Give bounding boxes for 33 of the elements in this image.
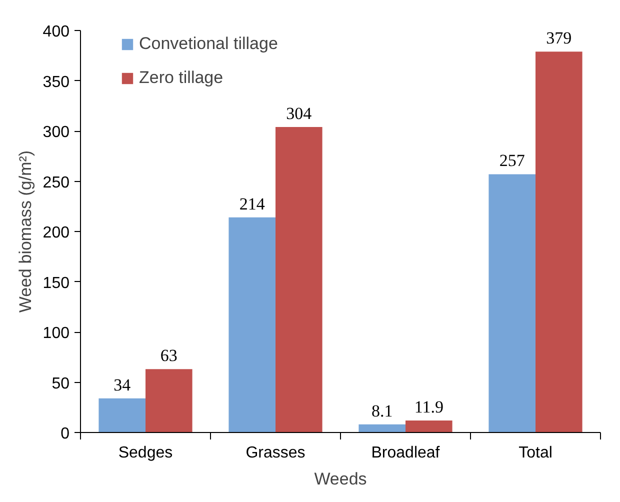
data-label: 34	[114, 375, 132, 394]
bar	[98, 398, 146, 432]
bar	[228, 217, 276, 432]
data-label: 257	[499, 151, 526, 170]
x-axis-title: Weeds	[314, 470, 367, 488]
y-tick-label: 150	[42, 274, 70, 292]
legend-label: Zero tillage	[139, 68, 224, 88]
data-label: 11.9	[414, 398, 444, 417]
y-axis-title: Weed biomass (g/m²)	[16, 150, 35, 313]
x-tick-label: Grasses	[246, 444, 306, 462]
y-tick-label: 350	[42, 74, 70, 91]
y-tick-label: 50	[52, 375, 70, 392]
bar	[146, 369, 192, 432]
x-tick-label: Total	[518, 444, 552, 462]
legend-label: Convetional tillage	[139, 34, 278, 54]
bar	[358, 424, 406, 432]
bar	[488, 174, 536, 432]
y-tick-label: 200	[42, 224, 70, 242]
y-tick-label: 100	[42, 325, 70, 342]
y-tick-label: 400	[42, 24, 70, 40]
bar	[536, 52, 582, 432]
y-tick-label: 0	[60, 426, 70, 442]
y-tick-label: 250	[42, 174, 70, 192]
data-label: 8.1	[371, 401, 393, 420]
x-tick-label: Sedges	[118, 444, 173, 462]
data-label: 304	[286, 104, 312, 123]
data-label: 379	[546, 28, 572, 48]
x-tick-label: Broadleaf	[371, 444, 440, 462]
y-tick-label: 300	[42, 124, 70, 141]
data-label: 214	[239, 194, 266, 214]
bar	[406, 420, 452, 432]
data-label: 63	[160, 346, 178, 366]
bar	[276, 126, 322, 432]
